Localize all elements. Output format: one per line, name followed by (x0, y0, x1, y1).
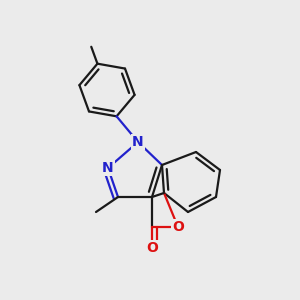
Text: N: N (132, 135, 144, 149)
Text: O: O (146, 241, 158, 255)
Text: O: O (172, 220, 184, 234)
Text: N: N (102, 161, 114, 175)
